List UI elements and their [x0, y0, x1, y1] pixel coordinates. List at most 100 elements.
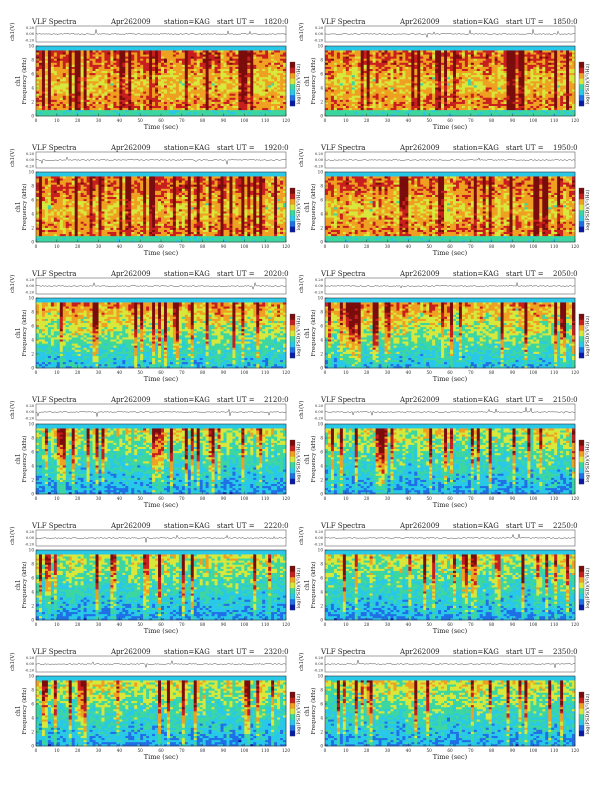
heatmap-cell	[253, 75, 256, 77]
heatmap-cell	[212, 58, 215, 60]
heatmap-cell	[343, 77, 346, 79]
heatmap-cell	[518, 67, 521, 69]
heatmap-cell	[373, 97, 376, 99]
heatmap-cell	[54, 100, 57, 102]
heatmap-cell	[256, 50, 259, 52]
heatmap-cell	[411, 93, 414, 95]
heatmap-cell	[492, 91, 495, 93]
heatmap-cell	[459, 73, 462, 75]
heatmap-cell	[530, 69, 533, 71]
heatmap-cell	[218, 81, 221, 83]
heatmap-cell	[107, 75, 110, 77]
heatmap-cell	[325, 91, 328, 93]
heatmap-cell	[221, 50, 224, 52]
heatmap-cell	[262, 75, 265, 77]
heatmap-cell	[328, 87, 331, 89]
heatmap-cell	[438, 104, 441, 106]
heatmap-cell	[495, 75, 498, 77]
heatmap-cell	[134, 65, 137, 67]
heatmap-cell	[149, 46, 152, 48]
heatmap-cell	[521, 81, 524, 83]
heatmap-cell	[203, 75, 206, 77]
heatmap-cell	[518, 75, 521, 77]
heatmap-cell	[498, 69, 501, 71]
heatmap-cell	[280, 54, 283, 56]
heatmap-cell	[45, 54, 48, 56]
heatmap-cell	[78, 50, 81, 52]
heatmap-cell	[101, 69, 104, 71]
heatmap-cell	[185, 100, 188, 102]
heatmap-cell	[221, 79, 224, 81]
heatmap-cell	[432, 67, 435, 69]
heatmap-cell	[474, 67, 477, 69]
heatmap-cell	[152, 108, 155, 110]
heatmap-cell	[268, 85, 271, 87]
heatmap-cell	[426, 108, 429, 110]
heatmap-cell	[182, 79, 185, 81]
heatmap-cell	[444, 67, 447, 69]
heatmap-cell	[379, 79, 382, 81]
heatmap-cell	[554, 77, 557, 79]
heatmap-cell	[373, 69, 376, 71]
heatmap-cell	[170, 91, 173, 93]
heatmap-cell	[54, 56, 57, 58]
heatmap-cell	[66, 54, 69, 56]
heatmap-cell	[232, 52, 235, 54]
heatmap-cell	[104, 85, 107, 87]
heatmap-cell	[566, 95, 569, 97]
heatmap-cell	[152, 65, 155, 67]
heatmap-cell	[206, 85, 209, 87]
heatmap-cell	[99, 108, 102, 110]
heatmap-cell	[113, 71, 116, 73]
heatmap-cell	[489, 85, 492, 87]
heatmap-cell	[113, 108, 116, 110]
heatmap-cell	[492, 87, 495, 89]
heatmap-cell	[206, 89, 209, 91]
heatmap-cell	[441, 71, 444, 73]
heatmap-cell	[402, 83, 405, 85]
heatmap-cell	[462, 65, 465, 67]
heatmap-cell	[221, 48, 224, 50]
heatmap-cell	[346, 75, 349, 77]
heatmap-cell	[188, 81, 191, 83]
heatmap-cell	[60, 54, 63, 56]
heatmap-cell	[530, 77, 533, 79]
heatmap-cell	[423, 106, 426, 108]
heatmap-cell	[513, 89, 516, 91]
heatmap-cell	[218, 91, 221, 93]
heatmap-cell	[72, 56, 75, 58]
heatmap-cell	[388, 108, 391, 110]
heatmap-cell	[334, 69, 337, 71]
heatmap-cell	[125, 54, 128, 56]
heatmap-cell	[539, 87, 542, 89]
heatmap-cell	[99, 83, 102, 85]
heatmap-cell	[116, 75, 119, 77]
heatmap-cell	[402, 95, 405, 97]
heatmap-cell	[116, 79, 119, 81]
heatmap-cell	[495, 110, 498, 112]
heatmap-cell	[149, 89, 152, 91]
heatmap-cell	[247, 46, 250, 48]
heatmap-cell	[107, 100, 110, 102]
heatmap-cell	[188, 97, 191, 99]
heatmap-cell	[143, 71, 146, 73]
heatmap-cell	[358, 104, 361, 106]
heatmap-cell	[75, 65, 78, 67]
heatmap-cell	[551, 67, 554, 69]
heatmap-cell	[370, 79, 373, 81]
heatmap-cell	[438, 106, 441, 108]
heatmap-cell	[122, 52, 125, 54]
heatmap-cell	[262, 65, 265, 67]
heatmap-cell	[113, 93, 116, 95]
heatmap-cell	[78, 46, 81, 48]
heatmap-cell	[224, 106, 227, 108]
heatmap-cell	[447, 81, 450, 83]
heatmap-cell	[388, 79, 391, 81]
heatmap-cell	[265, 100, 268, 102]
heatmap-cell	[131, 52, 134, 54]
heatmap-cell	[501, 85, 504, 87]
heatmap-cell	[474, 79, 477, 81]
heatmap-cell	[197, 100, 200, 102]
heatmap-cell	[554, 110, 557, 112]
heatmap-cell	[361, 89, 364, 91]
